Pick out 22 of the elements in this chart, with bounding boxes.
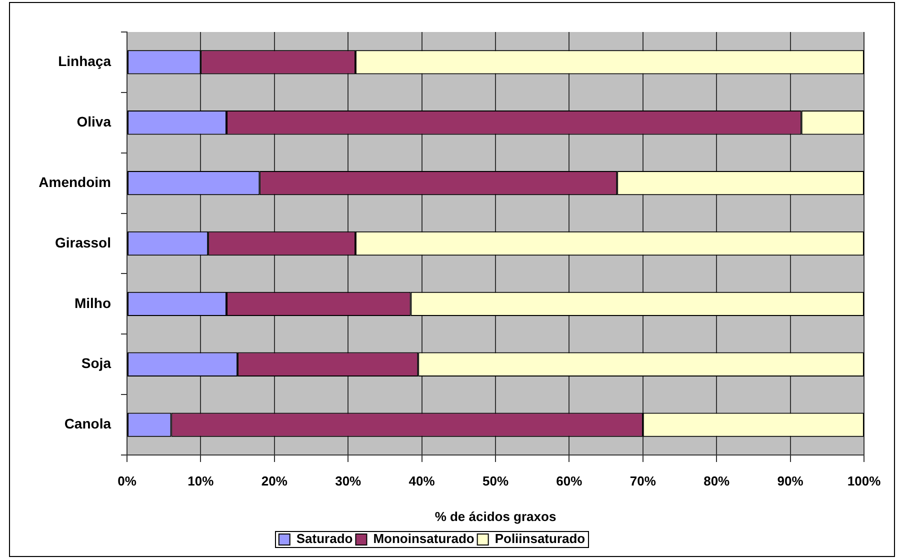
y-tick-label: Girassol (54, 234, 111, 250)
legend-label: Poliinsaturado (494, 531, 586, 546)
y-tick-label: Canola (64, 416, 112, 432)
x-tick-label: 10% (188, 473, 214, 488)
x-tick-label: 70% (630, 473, 656, 488)
x-tick-label: 80% (704, 473, 730, 488)
y-tick-label: Linhaça (58, 53, 112, 70)
x-tick-label: 90% (777, 473, 804, 488)
x-tick-label: 20% (261, 473, 288, 488)
y-tick-label: Oliva (76, 114, 112, 130)
y-tick-label: Soja (81, 355, 112, 372)
x-axis-title: % de ácidos graxos (434, 508, 556, 524)
x-tick-label: 60% (556, 473, 583, 488)
x-tick-label: 0% (118, 473, 137, 488)
x-tick-label: 40% (408, 473, 436, 488)
y-tick-label: Milho (74, 294, 111, 311)
legend-label: Saturado (296, 531, 353, 546)
y-tick-label: Amendoim (38, 174, 111, 190)
x-tick-label: 30% (335, 473, 362, 488)
x-tick-label: 50% (482, 473, 509, 488)
x-tick-label: 100% (847, 473, 882, 488)
legend-label: Monoinsaturado (373, 531, 474, 546)
